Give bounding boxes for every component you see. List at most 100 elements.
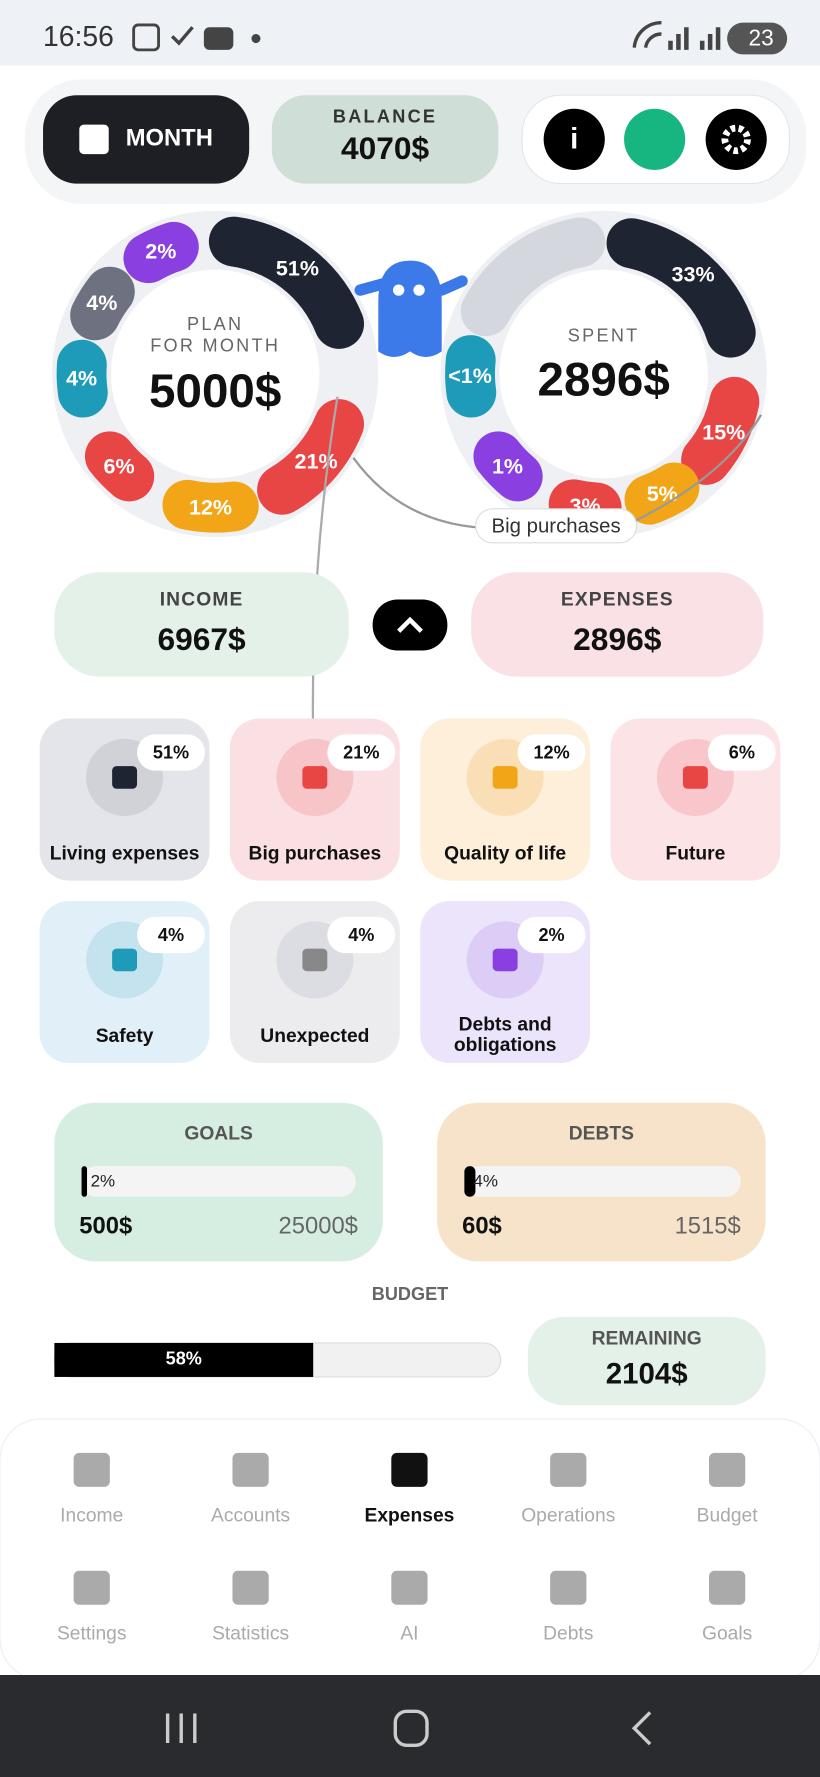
percent-badge: [137, 916, 205, 954]
nav-label: Statistics: [212, 1623, 289, 1644]
nav-item[interactable]: Accounts: [211, 1452, 290, 1527]
category-icon: [302, 766, 328, 789]
percent-badge: [517, 916, 586, 954]
donut-area: 51%21%12%6%4%4%2%33%15%5%3%1%<1%: [52, 210, 767, 538]
nav-icon: [391, 1452, 428, 1487]
percent-badge: [517, 734, 586, 771]
remaining-card: [527, 1316, 766, 1406]
collapse-button[interactable]: [372, 599, 448, 651]
settings-button[interactable]: [705, 108, 767, 170]
nav-item[interactable]: Statistics: [212, 1570, 289, 1645]
period-label: MONTH: [126, 125, 213, 152]
nav-icon: [709, 1570, 746, 1605]
segment-label: <1%: [448, 364, 492, 388]
debts-track: [464, 1166, 741, 1197]
nav-item[interactable]: Budget: [697, 1452, 759, 1527]
category-icon: [112, 766, 138, 789]
nav-label: Accounts: [211, 1505, 290, 1526]
nav-label: Goals: [702, 1623, 752, 1644]
category-percent: 6%: [729, 742, 755, 762]
expenses-label: EXPENSES: [561, 590, 674, 611]
donut-segment: [548, 479, 622, 533]
category-percent: 21%: [343, 742, 379, 762]
category-percent: 4%: [158, 925, 184, 945]
segment-label: 2%: [145, 240, 176, 264]
category-name: Unexpected: [260, 1026, 369, 1047]
mascot: [354, 260, 468, 357]
nav-label: Debts: [543, 1623, 593, 1644]
percent-badge: [137, 734, 205, 771]
nav-icon: [550, 1570, 587, 1605]
donut-segment: [123, 221, 199, 284]
status-icon: [251, 33, 261, 44]
nav-label: Income: [60, 1505, 123, 1526]
status-icon: [132, 23, 160, 52]
donut-segment: [624, 462, 700, 525]
battery-level: 23: [749, 25, 774, 51]
settings-icon: [721, 124, 751, 155]
income-card[interactable]: [54, 572, 349, 677]
segment-label: 4%: [86, 291, 117, 315]
callout-label: Big purchases: [492, 515, 621, 537]
progress-fill: [81, 1166, 88, 1197]
nav-icon: [550, 1452, 587, 1487]
nav-item[interactable]: Settings: [57, 1570, 127, 1645]
category-name: Quality of life: [444, 844, 566, 865]
nav-item[interactable]: Expenses: [365, 1452, 455, 1527]
remaining-value: 2104$: [606, 1358, 688, 1391]
recent-apps-button[interactable]: [165, 1713, 197, 1744]
status-button[interactable]: [624, 108, 686, 170]
segment-label: 1%: [492, 455, 523, 479]
category-name: Future: [665, 844, 725, 865]
nav-item[interactable]: AI: [391, 1570, 428, 1645]
category-icon: [682, 766, 708, 789]
segment-label: 5%: [647, 482, 678, 506]
balance-value: 4070$: [341, 130, 430, 166]
home-button[interactable]: [393, 1709, 429, 1747]
donut-segment: [606, 218, 756, 358]
segment-label: 33%: [672, 262, 715, 286]
nav-icon: [232, 1452, 269, 1487]
nav-item[interactable]: Debts: [543, 1570, 593, 1645]
plan-amount: 5000$: [149, 365, 281, 418]
system-nav: [0, 1675, 820, 1777]
remaining-label: REMAINING: [592, 1329, 702, 1350]
debts-title: DEBTS: [569, 1124, 634, 1145]
segment-label: 6%: [104, 455, 135, 479]
donut-segment: [445, 335, 497, 418]
status-bar: [0, 0, 820, 66]
category-name: Big purchases: [249, 844, 382, 865]
plan-label: FOR MONTH: [150, 336, 280, 356]
debts-target: 1515$: [675, 1213, 741, 1240]
category-name: Living expenses: [50, 844, 200, 865]
calendar-icon: [79, 124, 109, 155]
debts-current: 60$: [462, 1213, 502, 1240]
donut-segment: [460, 217, 606, 337]
expenses-card[interactable]: [471, 572, 764, 677]
spent-label: SPENT: [568, 325, 640, 345]
debts-progress-label: 4%: [473, 1172, 498, 1191]
category-icon: [492, 948, 518, 972]
period-button[interactable]: [43, 95, 250, 184]
nav-item[interactable]: Goals: [702, 1570, 752, 1645]
goals-target: 25000$: [279, 1213, 358, 1240]
info-button[interactable]: [543, 108, 605, 170]
category-name: Safety: [96, 1026, 154, 1047]
category-icon: [112, 948, 138, 972]
balance-card: [271, 95, 499, 184]
segment-label: 21%: [295, 450, 338, 474]
nav-label: Operations: [521, 1505, 615, 1526]
category-percent: 2%: [538, 925, 564, 945]
nav-icon: [391, 1570, 428, 1605]
goals-progress-label: 2%: [91, 1172, 116, 1191]
category-icon: [492, 766, 518, 789]
callout: [475, 508, 638, 544]
nav-item[interactable]: Income: [60, 1452, 123, 1527]
back-button[interactable]: [631, 1711, 652, 1746]
category-percent: 12%: [533, 742, 569, 762]
nav-item[interactable]: Operations: [521, 1452, 615, 1527]
nav-label: Settings: [57, 1623, 127, 1644]
percent-badge: [327, 734, 396, 771]
donut-segment: [56, 339, 108, 418]
nav-label: AI: [400, 1623, 418, 1644]
